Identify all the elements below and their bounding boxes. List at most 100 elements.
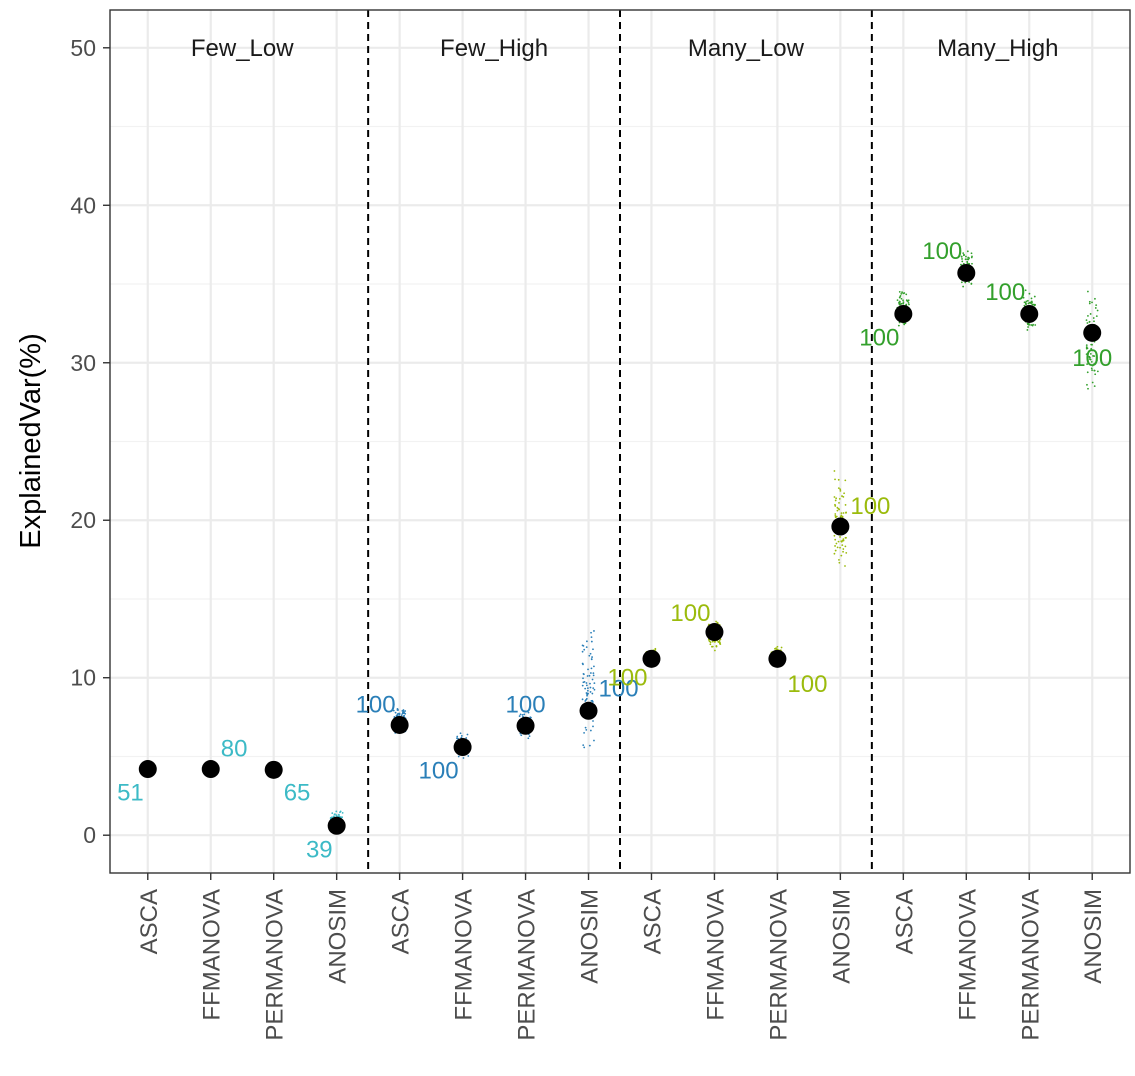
jitter-dot [1034,303,1037,306]
jitter-dot [518,715,521,717]
jitter-dot [838,497,841,500]
jitter-dot [896,299,899,302]
jitter-dot [1094,373,1097,376]
jitter-dot [903,323,906,326]
jitter-dot [339,811,341,814]
jitter-dot [1086,358,1089,361]
jitter-dot [844,504,847,506]
jitter-dot [838,561,841,564]
x-tick-label: ANOSIM [325,889,352,984]
jitter-dot [837,540,840,543]
jitter-dot [898,300,901,303]
jitter-dot [1089,313,1092,315]
jitter-dot [900,292,903,295]
count-label: 100 [670,600,710,627]
mean-point [1083,323,1102,342]
jitter-dot [1090,347,1093,350]
jitter-dot [834,499,837,502]
jitter-dot [590,631,592,634]
group-label: Few_High [440,35,548,62]
jitter-dot [582,744,585,747]
jitter-dot [834,545,836,547]
jitter-dot [398,712,401,715]
jitter-dot [588,744,591,747]
jitter-dot [1087,387,1089,390]
jitter-dot [834,549,837,552]
jitter-dot [780,646,783,649]
jitter-dot [1022,296,1025,299]
jitter-dot [844,545,847,548]
jitter-dot [581,684,584,687]
jitter-dot [585,684,588,687]
jitter-dot [833,534,836,537]
mean-point [327,816,346,835]
jitter-dot [592,672,595,675]
mean-point [957,263,976,282]
jitter-dot [968,257,970,260]
jitter-dot [337,813,340,816]
jitter-dot [593,739,595,742]
jitter-dot [837,507,840,510]
jitter-dot [907,301,910,304]
jitter-dot [588,674,591,677]
count-label: 100 [1072,345,1112,372]
jitter-dot [970,252,973,255]
jitter-dot [1034,324,1037,326]
jitter-dot [587,692,589,695]
jitter-dot [459,732,462,735]
count-label: 100 [787,671,827,698]
jitter-dot [520,734,523,737]
jitter-dot [581,650,584,653]
jitter-dot [833,552,836,555]
y-tick-label: 10 [70,665,96,691]
x-tick-label: ASCA [388,889,415,954]
jitter-dot [585,692,588,694]
jitter-dot [834,513,837,515]
mean-point [264,760,283,779]
x-tick-label: ASCA [639,889,666,954]
jitter-dot [588,654,591,657]
jitter-dot [584,700,587,702]
jitter-dot [590,636,593,639]
y-tick-label: 20 [70,507,96,533]
jitter-dot [714,649,716,652]
jitter-dot [465,737,468,739]
jitter-dot [592,648,594,651]
jitter-dot [842,550,844,553]
jitter-dot [527,711,530,714]
jitter-dot [583,731,585,734]
count-label: 100 [356,691,396,718]
jitter-dot [1024,289,1027,292]
jitter-dot [1086,363,1089,366]
jitter-dot [589,686,592,689]
x-tick-label: FFMANOVA [954,889,981,1021]
x-tick-label: ANOSIM [577,889,604,984]
jitter-dot [529,716,532,719]
jitter-dot [715,645,718,648]
x-tick-label: PERMANOVA [765,889,792,1041]
jitter-dot [581,698,584,701]
jitter-dot [1087,315,1089,317]
jitter-dot [527,737,530,740]
jitter-dot [590,667,593,670]
mean-point [894,304,913,323]
jitter-dot [836,509,839,512]
jitter-dot [592,725,594,728]
mean-point [453,738,472,757]
x-tick-label: FFMANOVA [451,889,478,1021]
jitter-dot [1090,367,1093,370]
jitter-dot [1030,324,1033,326]
y-axis-title: ExplainedVar(%) [15,333,47,548]
jitter-dot [341,816,343,819]
jitter-dot [1096,359,1098,362]
jitter-dot [581,644,584,647]
jitter-dot [708,640,711,643]
jitter-dot [834,514,837,517]
jitter-dot [1088,300,1091,303]
jitter-dot [590,640,593,643]
jitter-dot [842,548,845,550]
jitter-dot [1095,304,1098,307]
jitter-dot [842,512,845,514]
mean-point [579,701,598,720]
jitter-dot [1094,307,1097,309]
